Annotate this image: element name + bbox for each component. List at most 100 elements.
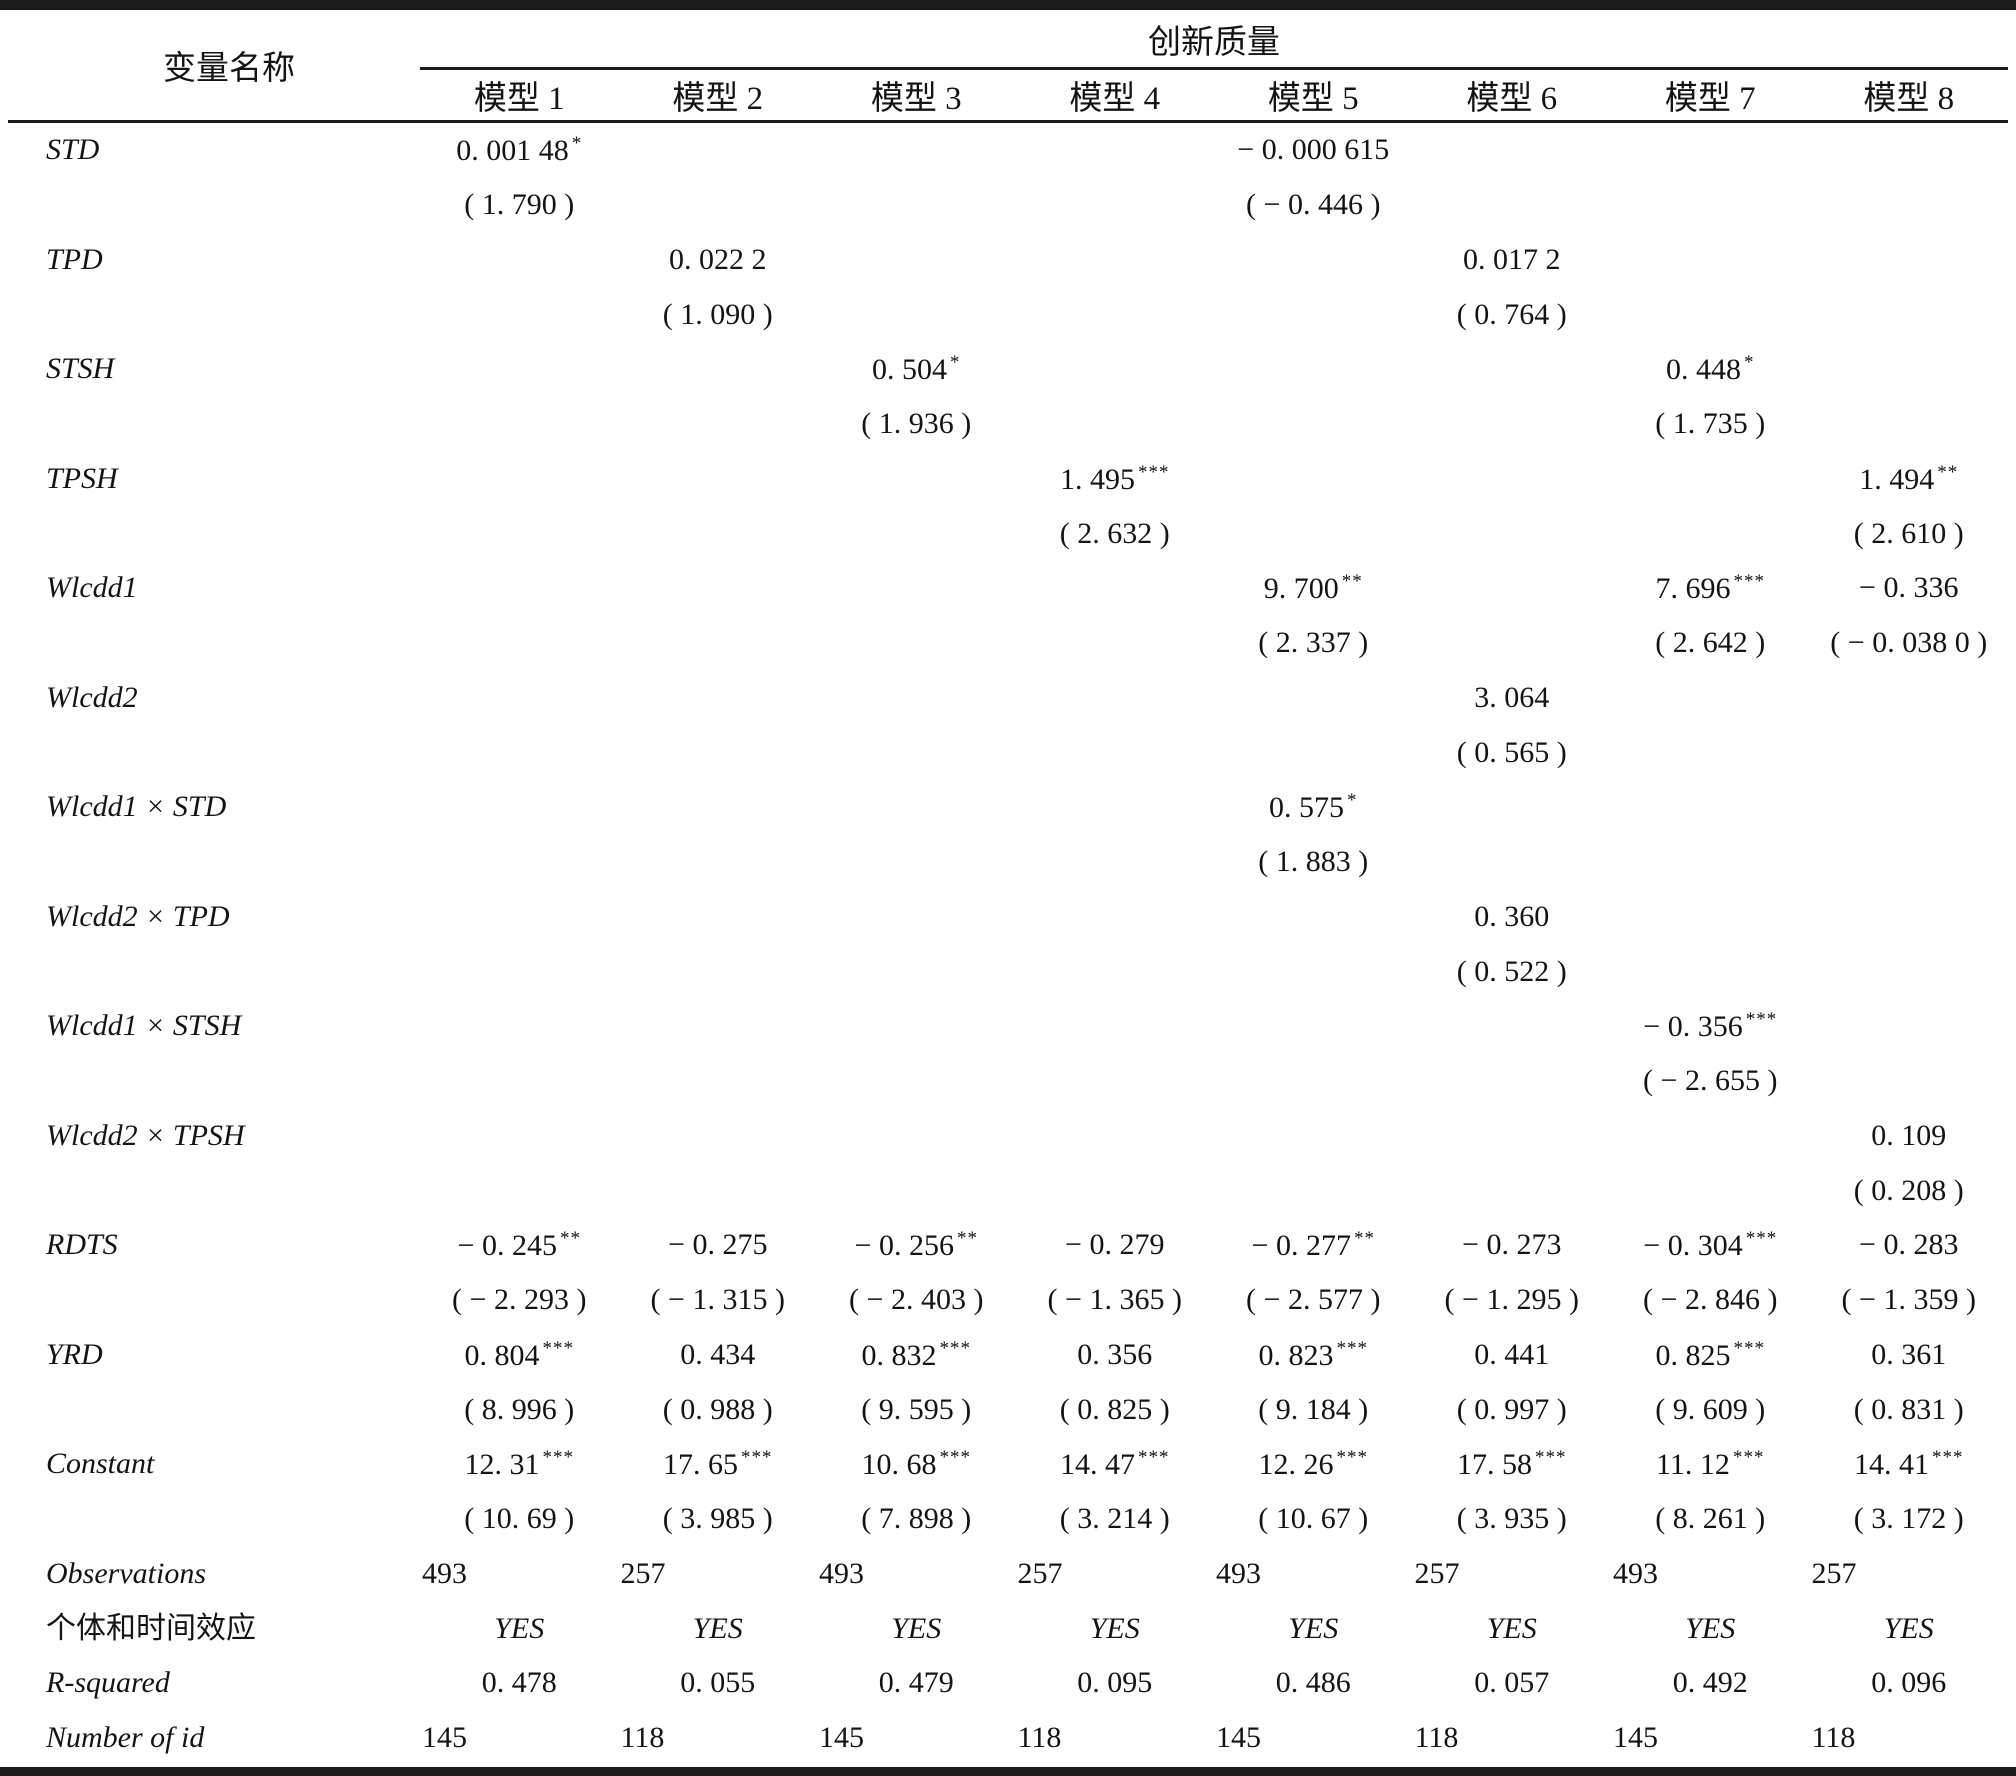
tstat-cell: ( − 1. 365 ): [1047, 1283, 1182, 1317]
stat-row: 个体和时间效应 YES YES YES YES YES YES YES YES: [8, 1601, 2008, 1656]
tstat-cell: ( − 1. 295 ): [1444, 1283, 1579, 1317]
stat-value-cell: 0. 096: [1871, 1666, 1947, 1700]
stat-value-cell: 0. 057: [1474, 1666, 1550, 1700]
significance-stars: ***: [542, 1447, 574, 1469]
coef-value-cell: − 0. 245 **: [457, 1228, 581, 1263]
coef-value-cell: 0. 017 2: [1463, 242, 1561, 276]
stat-value-cell: 145: [819, 1721, 864, 1755]
tstat-row: ( 0. 565 ): [8, 725, 2008, 780]
tstat-cell: ( 9. 184 ): [1258, 1392, 1369, 1426]
row-label: Constant: [46, 1447, 155, 1481]
stat-value-cell: 493: [1613, 1556, 1658, 1590]
stat-value-cell: 0. 479: [878, 1666, 954, 1700]
coef-value-cell: 11. 12 ***: [1656, 1447, 1765, 1482]
tstat-row: ( 0. 208 ): [8, 1163, 2008, 1218]
coef-value-cell: 0. 441: [1474, 1337, 1550, 1371]
stat-value-cell: 0. 486: [1275, 1666, 1351, 1700]
significance-stars: ***: [1733, 571, 1765, 593]
model-5-header: 模型 5: [1267, 81, 1359, 117]
significance-stars: ***: [1138, 461, 1170, 483]
tstat-cell: ( − 2. 846 ): [1643, 1283, 1778, 1317]
tstat-row: ( 8. 996 ) ( 0. 988 ) ( 9. 595 ) ( 0. 825 )…: [8, 1382, 2008, 1437]
stat-value-cell: YES: [494, 1611, 545, 1645]
coef-value-cell: 1. 495 ***: [1060, 461, 1170, 496]
coef-value-cell: − 0. 256 **: [854, 1228, 978, 1263]
coef-value-cell: − 0. 275: [668, 1228, 768, 1262]
coef-value-cell: 14. 41 ***: [1854, 1447, 1964, 1482]
tstat-row: ( 1. 090 ) ( 0. 764 ): [8, 287, 2008, 342]
coef-value-cell: 0. 001 48 *: [456, 133, 583, 168]
coef-value-cell: − 0. 336: [1859, 571, 1959, 605]
significance-stars: ***: [1336, 1447, 1368, 1469]
table-header: 变量名称 创新质量 模型 1 模型 2 模型 3 模型 4 模型 5 模型 6 …: [8, 10, 2008, 123]
model-4-header: 模型 4: [1069, 81, 1161, 117]
innovation-quality-group-header: 创新质量: [420, 10, 2008, 70]
tstat-cell: ( 2. 337 ): [1258, 626, 1369, 660]
coef-value-cell: 0. 825 ***: [1655, 1337, 1765, 1372]
coef-value-row: Constant 12. 31 *** 17. 65 *** 10. 68 *** 14. 4…: [8, 1437, 2008, 1492]
row-label: YRD: [46, 1337, 103, 1371]
coef-value-cell: 0. 360: [1474, 899, 1550, 933]
significance-stars: ***: [741, 1447, 773, 1469]
tstat-cell: ( 9. 595 ): [861, 1392, 972, 1426]
model-7-header: 模型 7: [1664, 81, 1756, 117]
coef-value-cell: 0. 504 *: [872, 352, 961, 387]
tstat-cell: ( 3. 172 ): [1853, 1502, 1964, 1536]
significance-stars: *: [1744, 352, 1755, 374]
stat-value-cell: 493: [819, 1556, 864, 1590]
stat-value-cell: 493: [1216, 1556, 1261, 1590]
stat-row: R-squared 0. 478 0. 055 0. 479 0. 095 0. 486 0…: [8, 1656, 2008, 1711]
stat-value-cell: 118: [620, 1721, 665, 1755]
row-label: Wlcdd1 × STD: [46, 790, 227, 824]
significance-stars: **: [1353, 1228, 1375, 1250]
tstat-cell: ( 2. 642 ): [1655, 626, 1766, 660]
tstat-cell: ( 10. 69 ): [464, 1502, 575, 1536]
coef-value-row: YRD 0. 804 *** 0. 434 0. 832 *** 0. 356 0. 823 *…: [8, 1328, 2008, 1383]
stat-value-cell: 257: [620, 1556, 666, 1590]
model-6-header: 模型 6: [1466, 81, 1558, 117]
tstat-cell: ( 0. 831 ): [1853, 1392, 1964, 1426]
significance-stars: ***: [1732, 1447, 1765, 1469]
stat-value-cell: 257: [1017, 1556, 1063, 1590]
tstat-cell: ( 10. 67 ): [1258, 1502, 1369, 1536]
tstat-cell: ( 1. 090 ): [662, 297, 773, 331]
stat-value-cell: 145: [422, 1721, 467, 1755]
row-label: Wlcdd2 × TPSH: [46, 1118, 245, 1152]
tstat-cell: ( 0. 997 ): [1456, 1392, 1567, 1426]
tstat-row: ( 10. 69 ) ( 3. 985 ) ( 7. 898 ) ( 3. 214 )…: [8, 1492, 2008, 1547]
coef-value-cell: 17. 65 ***: [663, 1447, 773, 1482]
row-label: STSH: [46, 352, 115, 386]
stat-value-cell: 493: [422, 1556, 467, 1590]
table-body: STD 0. 001 48 * − 0. 000 615 ( 1. 790 ) ( − 0…: [8, 123, 2008, 1766]
coef-value-cell: 0. 832 ***: [861, 1337, 971, 1372]
model-3-header: 模型 3: [870, 81, 962, 117]
significance-stars: ***: [1336, 1337, 1368, 1359]
coef-value-cell: − 0. 277 **: [1251, 1228, 1375, 1263]
significance-stars: ***: [1138, 1447, 1170, 1469]
coef-value-cell: 0. 823 ***: [1258, 1337, 1368, 1372]
tstat-cell: ( 9. 609 ): [1655, 1392, 1766, 1426]
coef-value-cell: − 0. 283: [1859, 1228, 1959, 1262]
stat-value-cell: 145: [1613, 1721, 1658, 1755]
coef-value-row: Wlcdd1 × STSH − 0. 356 ***: [8, 999, 2008, 1054]
tstat-cell: ( 2. 632 ): [1059, 516, 1170, 550]
model-1-header: 模型 1: [473, 81, 565, 117]
significance-stars: ***: [1932, 1447, 1964, 1469]
stat-value-cell: 145: [1216, 1721, 1261, 1755]
tstat-cell: ( 0. 764 ): [1456, 297, 1567, 331]
coef-value-row: Wlcdd2 × TPSH 0. 109: [8, 1109, 2008, 1164]
coef-value-cell: 0. 804 ***: [464, 1337, 574, 1372]
coef-value-cell: 0. 361: [1871, 1337, 1947, 1371]
tstat-cell: ( 1. 735 ): [1655, 407, 1766, 441]
tstat-row: ( 2. 632 ) ( 2. 610 ): [8, 506, 2008, 561]
variable-name-header: 变量名称: [163, 51, 295, 87]
tstat-cell: ( 3. 935 ): [1456, 1502, 1567, 1536]
coef-value-cell: 9. 700 **: [1263, 571, 1363, 606]
stat-value-cell: 0. 055: [680, 1666, 756, 1700]
stat-value-cell: 257: [1414, 1556, 1460, 1590]
coef-value-cell: 0. 022 2: [669, 242, 767, 276]
tstat-cell: ( − 2. 403 ): [849, 1283, 984, 1317]
stat-value-cell: 118: [1811, 1721, 1856, 1755]
coef-value-cell: 12. 26 ***: [1258, 1447, 1368, 1482]
